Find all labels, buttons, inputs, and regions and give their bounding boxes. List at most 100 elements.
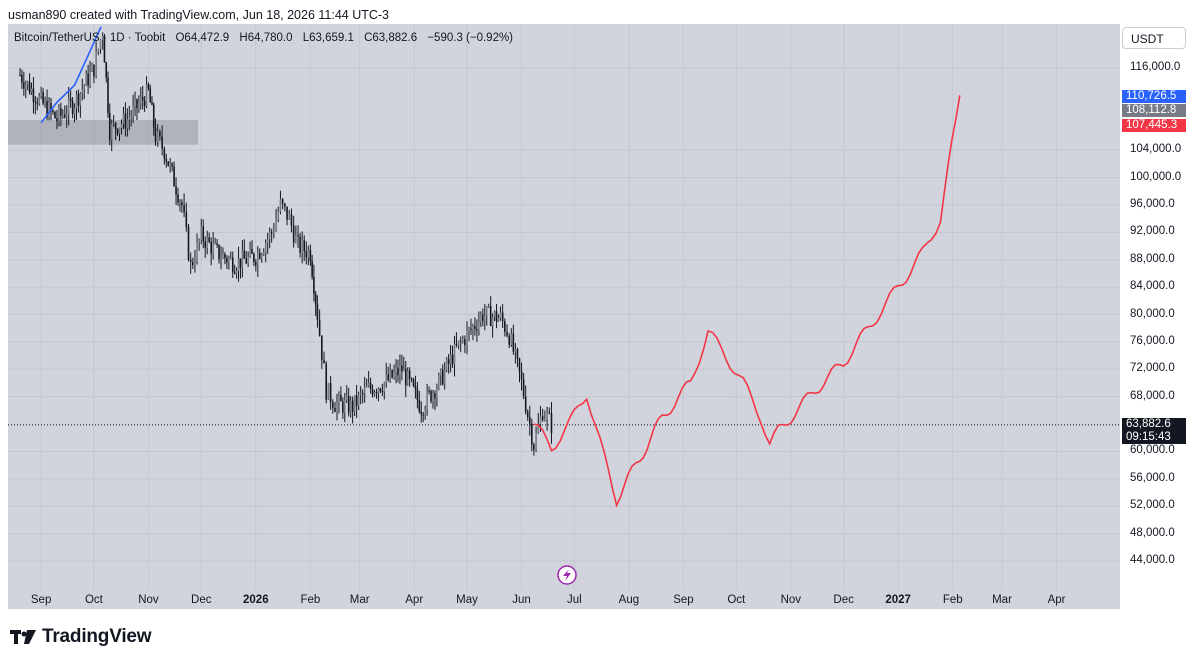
- candle-body: [528, 416, 531, 424]
- candle-body: [167, 161, 170, 166]
- candle-body: [147, 84, 150, 89]
- candle-body: [163, 148, 166, 159]
- lightning-icon[interactable]: [557, 565, 577, 585]
- x-tick-label: Nov: [781, 594, 802, 606]
- candle-body: [487, 305, 490, 307]
- x-tick-label: Apr: [405, 594, 423, 606]
- candle-body: [453, 343, 456, 365]
- candle-body: [379, 388, 382, 392]
- x-tick-label: Oct: [85, 594, 104, 606]
- candle-body: [93, 64, 95, 77]
- x-tick-label: Nov: [138, 594, 159, 606]
- candle-body: [305, 251, 308, 258]
- candle-body: [349, 400, 352, 413]
- candle-body: [273, 230, 275, 234]
- candle-body: [522, 379, 525, 397]
- candle-body: [447, 359, 450, 364]
- candle-body: [108, 112, 111, 140]
- candle-body: [290, 214, 293, 226]
- countdown-label: 09:15:43: [1122, 431, 1186, 444]
- candle-body: [367, 383, 370, 386]
- symbol-legend[interactable]: Bitcoin/TetherUS · 1D · Toobit O64,472.9…: [14, 32, 520, 44]
- candle-body: [262, 252, 265, 255]
- candle-body: [422, 414, 425, 416]
- candle-body: [67, 98, 70, 115]
- candle-body: [220, 258, 222, 260]
- candle-body: [526, 411, 529, 417]
- candle-body: [139, 96, 142, 104]
- candle-body: [459, 340, 462, 342]
- candle-body: [550, 413, 553, 434]
- candle-body: [347, 396, 350, 413]
- candle-body: [466, 330, 468, 346]
- candle-body: [138, 103, 140, 109]
- candle-body: [451, 354, 454, 365]
- candle-body: [539, 416, 542, 425]
- y-tick-label: 68,000.0: [1130, 389, 1175, 402]
- candle-body: [359, 392, 362, 395]
- candle-body: [243, 250, 246, 259]
- y-tick-label: 80,000.0: [1130, 307, 1175, 320]
- candle-body: [32, 88, 35, 102]
- candle-body: [307, 249, 310, 258]
- candle-body: [40, 92, 42, 97]
- candle-body: [165, 158, 168, 162]
- candle-body: [369, 383, 372, 389]
- candle-body: [404, 368, 407, 386]
- currency-button[interactable]: USDT: [1122, 27, 1186, 49]
- x-tick-label: Oct: [727, 594, 746, 606]
- candle-body: [281, 199, 284, 204]
- tradingview-logo[interactable]: TradingView: [10, 626, 152, 648]
- y-tick-label: 52,000.0: [1130, 499, 1175, 512]
- candle-body: [63, 114, 66, 118]
- candle-body: [491, 317, 494, 326]
- candle-body: [48, 102, 50, 118]
- candle-body: [56, 118, 58, 122]
- ohlc-low: L63,659.1: [302, 32, 354, 44]
- candle-body: [510, 333, 513, 345]
- candle-body: [397, 367, 399, 376]
- red-projection-line: [533, 95, 961, 508]
- candle-body: [154, 127, 157, 142]
- candle-body: [489, 305, 492, 326]
- x-tick-label: Mar: [350, 594, 370, 606]
- candle-body: [373, 392, 376, 395]
- candle-body: [161, 136, 163, 149]
- candle-body: [518, 358, 521, 372]
- candle-body: [36, 102, 39, 104]
- candle-body: [202, 226, 205, 242]
- candle-body: [128, 117, 131, 120]
- candle-body: [204, 241, 207, 248]
- candle-body: [482, 314, 484, 322]
- candle-body: [110, 123, 113, 140]
- y-tick-label: 104,000.0: [1130, 143, 1182, 156]
- x-tick-label: 2027: [885, 594, 911, 606]
- candle-body: [194, 261, 196, 266]
- candle-body: [424, 409, 426, 415]
- candle-body: [175, 186, 177, 195]
- candle-body: [438, 375, 440, 389]
- candle-body: [449, 354, 452, 364]
- candle-body: [114, 122, 117, 130]
- candle-body: [255, 262, 257, 266]
- candle-body: [443, 369, 446, 385]
- candle-body: [183, 205, 185, 213]
- candle-body: [288, 214, 291, 220]
- candle-body: [24, 84, 27, 89]
- candle-body: [189, 259, 192, 262]
- candle-body: [237, 258, 240, 271]
- candle-body: [393, 372, 395, 378]
- candle-body: [377, 388, 380, 393]
- candle-body: [54, 111, 56, 119]
- candle-body: [351, 400, 354, 413]
- x-tick-label: May: [456, 594, 478, 606]
- candle-body: [26, 81, 29, 85]
- candle-body: [406, 370, 409, 386]
- candle-body: [81, 89, 84, 94]
- candle-body: [62, 114, 64, 116]
- candle-body: [299, 236, 301, 253]
- candle-body: [89, 71, 91, 86]
- x-tick-label: Mar: [992, 594, 1012, 606]
- candle-body: [226, 258, 228, 263]
